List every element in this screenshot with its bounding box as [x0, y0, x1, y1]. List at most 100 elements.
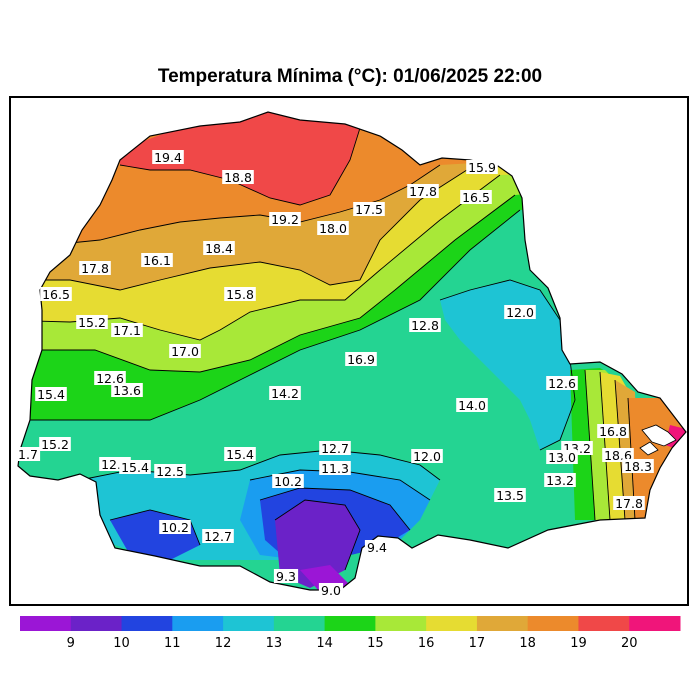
- contour-label-bg: [202, 529, 234, 543]
- contour-label: 11.3: [321, 461, 349, 476]
- contour-label: 15.4: [37, 387, 65, 402]
- colorbar-tick-label: 15: [367, 636, 384, 651]
- contour-label-bg: [79, 261, 111, 275]
- contour-label-bg: [546, 376, 578, 390]
- contour-label: 13.2: [546, 473, 574, 488]
- contour-label-bg: [269, 386, 301, 400]
- contour-label-bg: [111, 323, 143, 337]
- contour-label-bg: [222, 170, 254, 184]
- contour-label: 12.5: [156, 464, 184, 479]
- colorbar-tick-label: 13: [266, 636, 283, 651]
- contour-label: 18.3: [624, 459, 652, 474]
- band-19-20: [120, 112, 360, 205]
- contour-label-bg: [154, 464, 186, 478]
- colorbar: 9 10 11 12 13 14 15 16 17 18 19 20: [20, 616, 681, 651]
- contour-label: 17.8: [615, 496, 643, 511]
- contour-label: 12.7: [321, 441, 349, 456]
- contour-label: 12.8: [411, 318, 439, 333]
- contour-label-bg: [39, 437, 71, 451]
- contour-label-bg: [494, 488, 526, 502]
- contour-label: 17.1: [113, 323, 141, 338]
- contour-label: 19.2: [271, 212, 299, 227]
- contour-label-bg: [203, 241, 235, 255]
- contour-label: 16.8: [599, 424, 627, 439]
- band-9-10: [275, 500, 360, 588]
- band-above-20: [665, 425, 686, 450]
- contour-label: 14.2: [271, 386, 299, 401]
- contour-label-bg: [504, 305, 536, 319]
- contour-label-bg: [317, 221, 349, 235]
- contour-label: 12.7: [204, 529, 232, 544]
- contour-label: 9.3: [276, 569, 296, 584]
- contour-label-bg: [613, 496, 645, 510]
- contour-label: 17.8: [409, 184, 437, 199]
- contour-label-bg: [224, 287, 256, 301]
- contour-label-bg: [40, 287, 72, 301]
- contour-label: 13.5: [496, 488, 524, 503]
- contour-label: 17.0: [171, 344, 199, 359]
- contour-label: 13.0: [548, 450, 576, 465]
- contour-lines: [18, 127, 636, 571]
- contour-label-bg: [35, 387, 67, 401]
- contour-label-bg: [466, 160, 498, 174]
- contour-label: 15.4: [226, 447, 254, 462]
- contour-label: 15.2: [41, 437, 69, 452]
- contour-label-bg: [345, 352, 377, 366]
- colorbar-segment: [172, 616, 224, 631]
- colorbar-segment: [629, 616, 681, 631]
- contour-label-bg: [460, 190, 492, 204]
- contour-label-bg: [272, 474, 304, 488]
- colorbar-tick-label: 9: [67, 636, 75, 651]
- contour-label: 19.4: [154, 150, 182, 165]
- contour-label-bg: [319, 441, 351, 455]
- contour-label: 17.8: [81, 261, 109, 276]
- contour-label: 13.6: [113, 383, 141, 398]
- contour-label: 16.5: [42, 287, 70, 302]
- contour-label: 16.1: [143, 253, 171, 268]
- contour-label-bg: [622, 459, 654, 473]
- contour-label-bg: [152, 150, 184, 164]
- contour-label: 15.9: [468, 160, 496, 175]
- contour-label: 12.6: [96, 371, 124, 386]
- colorbar-segment: [223, 616, 275, 631]
- contour-label: 10.2: [274, 474, 302, 489]
- contour-label-bg: [111, 383, 143, 397]
- colorbar-tick-label: 20: [621, 636, 638, 651]
- contour-label-bg: [15, 447, 41, 461]
- contour-label: 14.0: [458, 398, 486, 413]
- contour-label-bg: [456, 398, 488, 412]
- contour-label: 9.0: [321, 583, 341, 598]
- contour-label: 12.0: [413, 449, 441, 464]
- contour-label-bg: [411, 449, 443, 463]
- map-title: Temperatura Mínima (°C): 01/06/2025 22:0…: [157, 66, 543, 87]
- colorbar-tick-label: 18: [519, 636, 536, 651]
- contour-label: 12.0: [506, 305, 534, 320]
- colorbar-tick-label: 14: [316, 636, 333, 651]
- contour-label-bg: [353, 202, 385, 216]
- contour-label: 9.4: [367, 540, 387, 555]
- contour-label-bg: [602, 448, 634, 462]
- colorbar-tick-label: 16: [418, 636, 435, 651]
- contour-label: 10.2: [161, 520, 189, 535]
- contour-label: 15.2: [78, 315, 106, 330]
- contour-label-bg: [94, 371, 126, 385]
- contour-label: 1.7: [18, 447, 38, 462]
- contour-label: 17.5: [355, 202, 383, 217]
- contour-label: 15.4: [121, 460, 149, 475]
- contour-label: 18.8: [224, 170, 252, 185]
- contour-label: 18.0: [319, 221, 347, 236]
- contour-label-bg: [119, 460, 151, 474]
- colorbar-segment: [121, 616, 173, 631]
- colorbar-segment: [273, 616, 326, 631]
- contour-label-bg: [544, 473, 576, 487]
- contour-label-bg: [159, 520, 191, 534]
- colorbar-segment: [426, 616, 478, 631]
- contour-label: 18.4: [205, 241, 233, 256]
- colorbar-segment: [527, 616, 579, 631]
- colorbar-tick-label: 12: [215, 636, 232, 651]
- contour-label-bg: [169, 344, 201, 358]
- contour-label-bg: [141, 253, 173, 267]
- colorbar-segment: [324, 616, 376, 631]
- colorbar-segment: [578, 616, 630, 631]
